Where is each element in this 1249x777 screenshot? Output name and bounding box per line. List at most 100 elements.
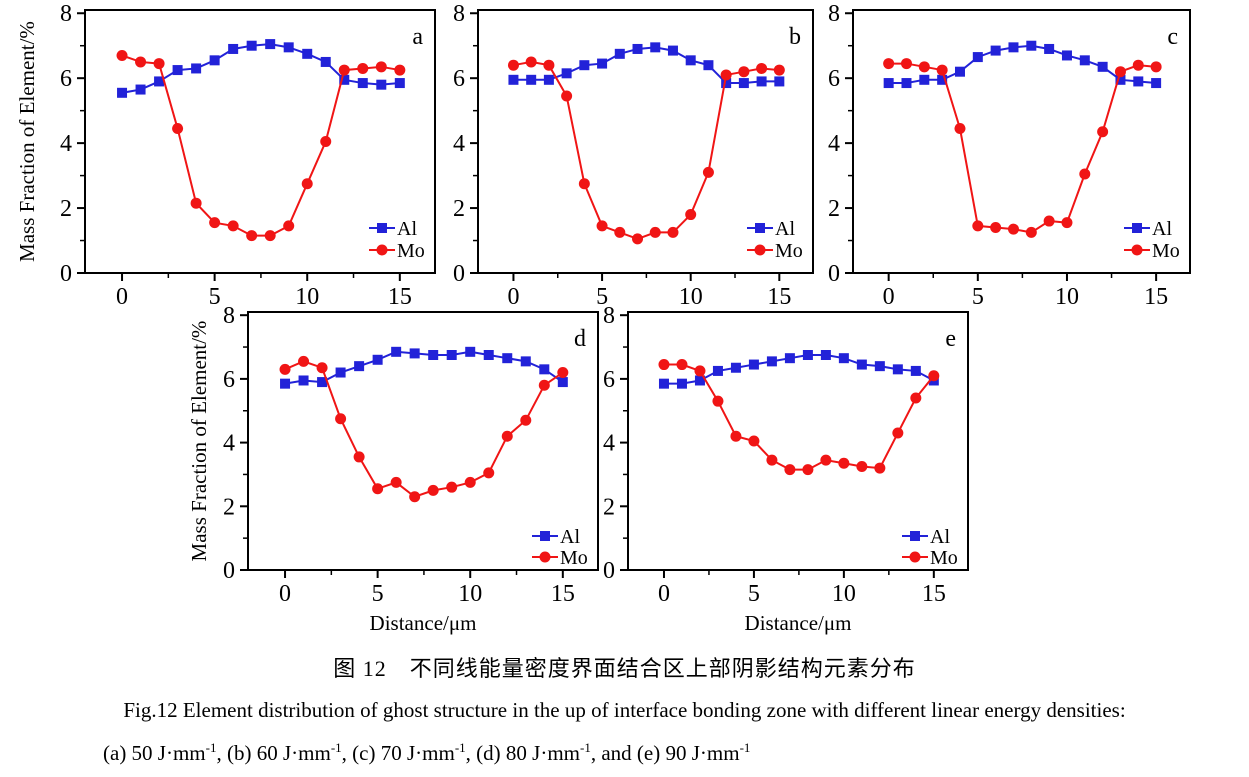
- legend-circle-marker-icon: [539, 551, 551, 563]
- caption-text-segment: (a) 50 J·mm: [103, 741, 206, 765]
- legend-square-marker-icon: [1132, 223, 1142, 233]
- y-axis-ticks: 0 2 4 6 8: [223, 303, 248, 584]
- x-tick-label: 0: [883, 284, 895, 310]
- panel-letter: a: [412, 24, 423, 50]
- x-axis-ticks: 0 5 10 15: [658, 570, 946, 607]
- mo-series-line: [284, 360, 564, 498]
- al-series-line: [513, 46, 780, 85]
- y-axis-title: Mass Fraction of Element/%: [15, 21, 39, 262]
- axes-box: [477, 9, 814, 274]
- axes-box: [84, 9, 436, 274]
- y-axis-ticks: 0 2 4 6 8: [603, 303, 628, 584]
- y-tick-label: 6: [453, 66, 465, 92]
- figure-canvas: 0 5 10 15 0 2 4 6 8 a Mass Fraction of Element/% Al…: [15, 1, 1191, 635]
- y-tick-label: 2: [603, 494, 615, 520]
- x-tick-label: 10: [458, 581, 482, 607]
- x-tick-label: 0: [279, 581, 291, 607]
- mo-series-markers: [883, 58, 1162, 238]
- legend-square-marker-icon: [910, 531, 920, 541]
- superscript-exponent: -1: [205, 740, 217, 755]
- axes-box: [852, 9, 1191, 274]
- superscript-exponent: -1: [454, 740, 466, 755]
- x-tick-label: 10: [832, 581, 856, 607]
- mo-series-line: [513, 60, 780, 240]
- axes-box: [627, 311, 969, 571]
- caption-text-segment: , (c) 70 J·mm: [341, 741, 455, 765]
- x-tick-label: 0: [658, 581, 670, 607]
- y-tick-label: 6: [828, 66, 840, 92]
- al-series-line: [284, 350, 564, 385]
- y-tick-label: 4: [453, 131, 465, 157]
- caption-text-segment: , (d) 80 J·mm: [465, 741, 580, 765]
- y-tick-label: 8: [223, 303, 235, 329]
- al-series-line: [121, 43, 400, 94]
- x-axis-title: Distance/μm: [745, 611, 852, 635]
- legend-square-marker-icon: [377, 223, 387, 233]
- y-tick-label: 8: [60, 1, 72, 27]
- legend-square-marker-icon: [540, 531, 550, 541]
- x-axis-ticks: 0 5 10 15: [279, 570, 575, 607]
- legend-square-marker-icon: [755, 223, 765, 233]
- legend-label-mo: Mo: [397, 240, 425, 262]
- x-tick-label: 15: [922, 581, 946, 607]
- panel-letter: d: [574, 326, 586, 352]
- y-tick-label: 2: [60, 196, 72, 222]
- x-tick-label: 10: [679, 284, 703, 310]
- mo-series-markers: [116, 49, 406, 242]
- al-series-markers: [508, 42, 785, 89]
- chart-panel-a: 0 5 10 15 0 2 4 6 8 a Mass Fraction of Element/% Al…: [15, 1, 436, 310]
- x-tick-label: 10: [295, 284, 319, 310]
- legend-label-mo: Mo: [1152, 240, 1180, 262]
- y-tick-label: 0: [60, 261, 72, 287]
- y-tick-label: 4: [223, 431, 235, 457]
- al-series-line: [663, 354, 935, 385]
- superscript-exponent: -1: [330, 740, 342, 755]
- y-tick-label: 8: [828, 1, 840, 27]
- mo-series-line: [121, 54, 400, 237]
- caption-text-segment: , (b) 60 J·mm: [216, 741, 331, 765]
- y-tick-label: 4: [603, 431, 615, 457]
- legend-circle-marker-icon: [376, 244, 388, 256]
- superscript-exponent: -1: [739, 740, 751, 755]
- y-tick-label: 8: [453, 1, 465, 27]
- y-axis-ticks: 0 2 4 6 8: [60, 1, 85, 287]
- x-tick-label: 0: [116, 284, 128, 310]
- caption-chinese: 图 12 不同线能量密度界面结合区上部阴影结构元素分布: [333, 656, 916, 681]
- x-tick-label: 5: [372, 581, 384, 607]
- x-axis-ticks: 0 5 10 15: [883, 273, 1168, 310]
- x-axis-title: Distance/μm: [370, 611, 477, 635]
- x-tick-label: 0: [507, 284, 519, 310]
- axes-box: [247, 311, 599, 571]
- legend-label-al: Al: [560, 526, 580, 548]
- mo-series-markers: [507, 56, 785, 245]
- panel-letter: e: [945, 326, 956, 352]
- caption-energy-line: (a) 50 J·mm-1, (b) 60 J·mm-1, (c) 70 J·m…: [103, 740, 750, 766]
- y-tick-label: 0: [828, 261, 840, 287]
- x-axis-ticks: 0 5 10 15: [507, 273, 791, 310]
- panel-letter: b: [789, 24, 801, 50]
- chart-panel-d: 0 5 10 15 0 2 4 6 8 d Mass Fraction of Element/% Di…: [187, 303, 599, 635]
- al-series-markers: [280, 346, 568, 389]
- x-tick-label: 10: [1055, 284, 1079, 310]
- legend-label-al: Al: [775, 218, 795, 240]
- legend-label-al: Al: [397, 218, 417, 240]
- caption-english: Fig.12 Element distribution of ghost str…: [123, 698, 1126, 722]
- y-axis-ticks: 0 2 4 6 8: [828, 1, 853, 287]
- legend-circle-marker-icon: [1131, 244, 1143, 256]
- y-tick-label: 2: [223, 494, 235, 520]
- y-tick-label: 0: [603, 558, 615, 584]
- y-tick-label: 4: [828, 131, 840, 157]
- legend-label-mo: Mo: [775, 240, 803, 262]
- superscript-exponent: -1: [580, 740, 591, 755]
- legend-label-mo: Mo: [560, 547, 588, 569]
- x-tick-label: 5: [748, 581, 760, 607]
- legend-circle-marker-icon: [754, 244, 766, 256]
- mo-series-markers: [658, 359, 940, 476]
- y-tick-label: 6: [223, 367, 235, 393]
